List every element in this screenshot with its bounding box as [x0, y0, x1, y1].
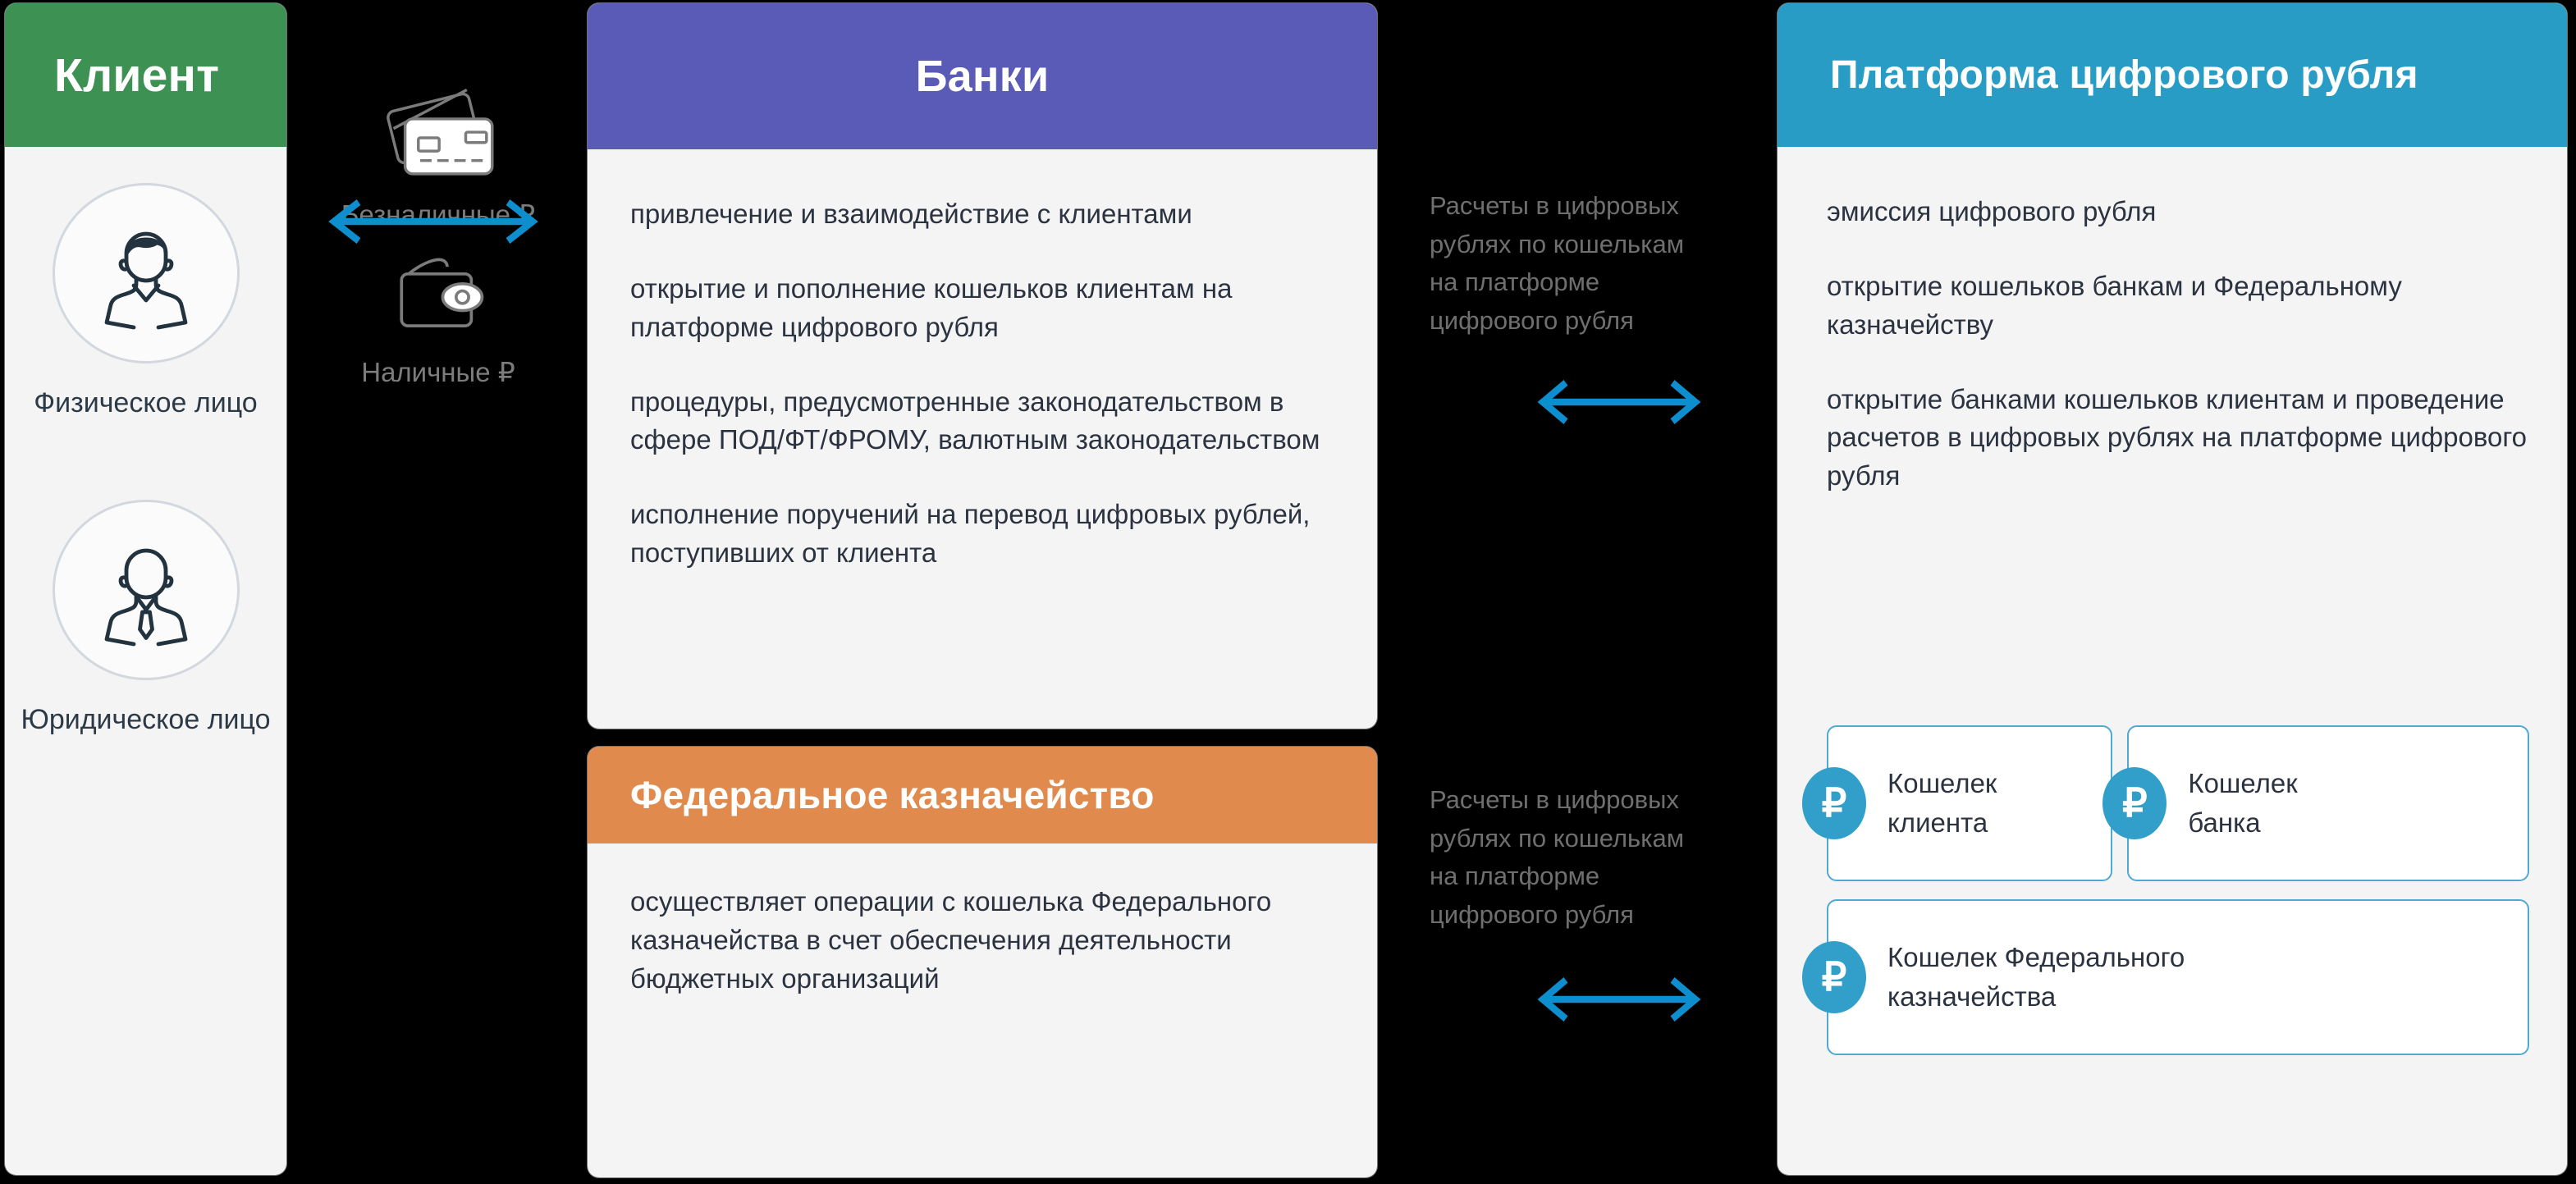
- client-panel-header: Клиент: [5, 3, 286, 147]
- cash-label: Наличные ₽: [361, 357, 515, 387]
- ruble-coin-icon: ₽: [2102, 767, 2167, 839]
- wallet-card-client[interactable]: ₽ Кошелек клиента: [1802, 725, 2113, 881]
- arrow-client-bank: [323, 197, 544, 246]
- treasury-responsibility-list: осуществляет операции с кошелька Федерал…: [588, 843, 1377, 999]
- wallet-card-label: Кошелек Федерального казначейства: [1887, 942, 2185, 1012]
- wallet-card-bank[interactable]: ₽ Кошелек банка: [2102, 725, 2529, 881]
- client-entity-individual: Физическое лицо: [5, 183, 286, 423]
- treasury-panel: Федеральное казначейство осуществляет оп…: [588, 747, 1377, 1177]
- client-panel: Клиент Физическое лицо: [5, 3, 286, 1175]
- wallet-icon: [291, 246, 585, 345]
- wallet-card-label: Кошелек клиента: [1887, 768, 1997, 838]
- arrow-treasury-platform: [1533, 975, 1705, 1024]
- list-item: привлечение и взаимодействие с клиентами: [630, 199, 1192, 229]
- client-entity-legal: Юридическое лицо: [5, 500, 286, 740]
- credit-cards-icon: [291, 89, 585, 187]
- banks-panel: Банки привлечение и взаимодействие с кли…: [588, 3, 1377, 729]
- list-item: процедуры, предусмотренные законодательс…: [630, 386, 1320, 455]
- wallet-card-label: Кошелек банка: [2188, 768, 2298, 838]
- wallet-row: ₽ Кошелек Федерального казначейства: [1802, 899, 2529, 1055]
- businessman-icon: [52, 500, 240, 680]
- settlement-note-top: Расчеты в цифровых рублях по кошелькам н…: [1430, 191, 1684, 335]
- cash-money-group: Наличные ₽: [291, 246, 585, 388]
- platform-panel-header: Платформа цифрового рубля: [1778, 3, 2567, 147]
- list-item: исполнение поручений на перевод цифровых…: [630, 499, 1311, 569]
- client-entity-label: Физическое лицо: [34, 387, 258, 418]
- money-flow-column: Безналичные ₽ Наличные ₽: [291, 0, 585, 1184]
- arrow-banks-platform: [1533, 377, 1705, 427]
- settlement-note-bottom: Расчеты в цифровых рублях по кошелькам н…: [1430, 785, 1684, 929]
- wallet-row: ₽ Кошелек клиента ₽ Кошелек банка: [1802, 725, 2529, 881]
- banks-responsibility-list: привлечение и взаимодействие с клиентами…: [588, 149, 1377, 573]
- platform-panel: Платформа цифрового рубля эмиссия цифров…: [1778, 3, 2567, 1175]
- list-item: открытие кошельков банкам и Федеральному…: [1827, 270, 2402, 340]
- client-panel-body: Физическое лицо Юридическое лицо: [5, 147, 286, 1175]
- list-item: открытие и пополнение кошельков клиентам…: [630, 272, 1233, 342]
- list-item: осуществляет операции с кошелька Федерал…: [630, 886, 1272, 994]
- client-entity-label: Юридическое лицо: [21, 704, 271, 735]
- treasury-panel-header: Федеральное казначейство: [588, 747, 1377, 843]
- platform-responsibility-list: эмиссия цифрового рубля открытие кошельк…: [1778, 147, 2567, 496]
- ruble-coin-icon: ₽: [1802, 941, 1866, 1013]
- settlement-notes-column: Расчеты в цифровых рублях по кошелькам н…: [1387, 0, 1781, 1184]
- list-item: эмиссия цифрового рубля: [1827, 196, 2157, 226]
- banks-panel-header: Банки: [588, 3, 1377, 149]
- wallet-grid: ₽ Кошелек клиента ₽ Кошелек банка ₽ Коше…: [1802, 725, 2529, 1073]
- wallet-card-treasury[interactable]: ₽ Кошелек Федерального казначейства: [1802, 899, 2529, 1055]
- list-item: открытие банками кошельков клиентам и пр…: [1827, 383, 2528, 491]
- ruble-coin-icon: ₽: [1802, 767, 1866, 839]
- person-icon: [52, 183, 240, 363]
